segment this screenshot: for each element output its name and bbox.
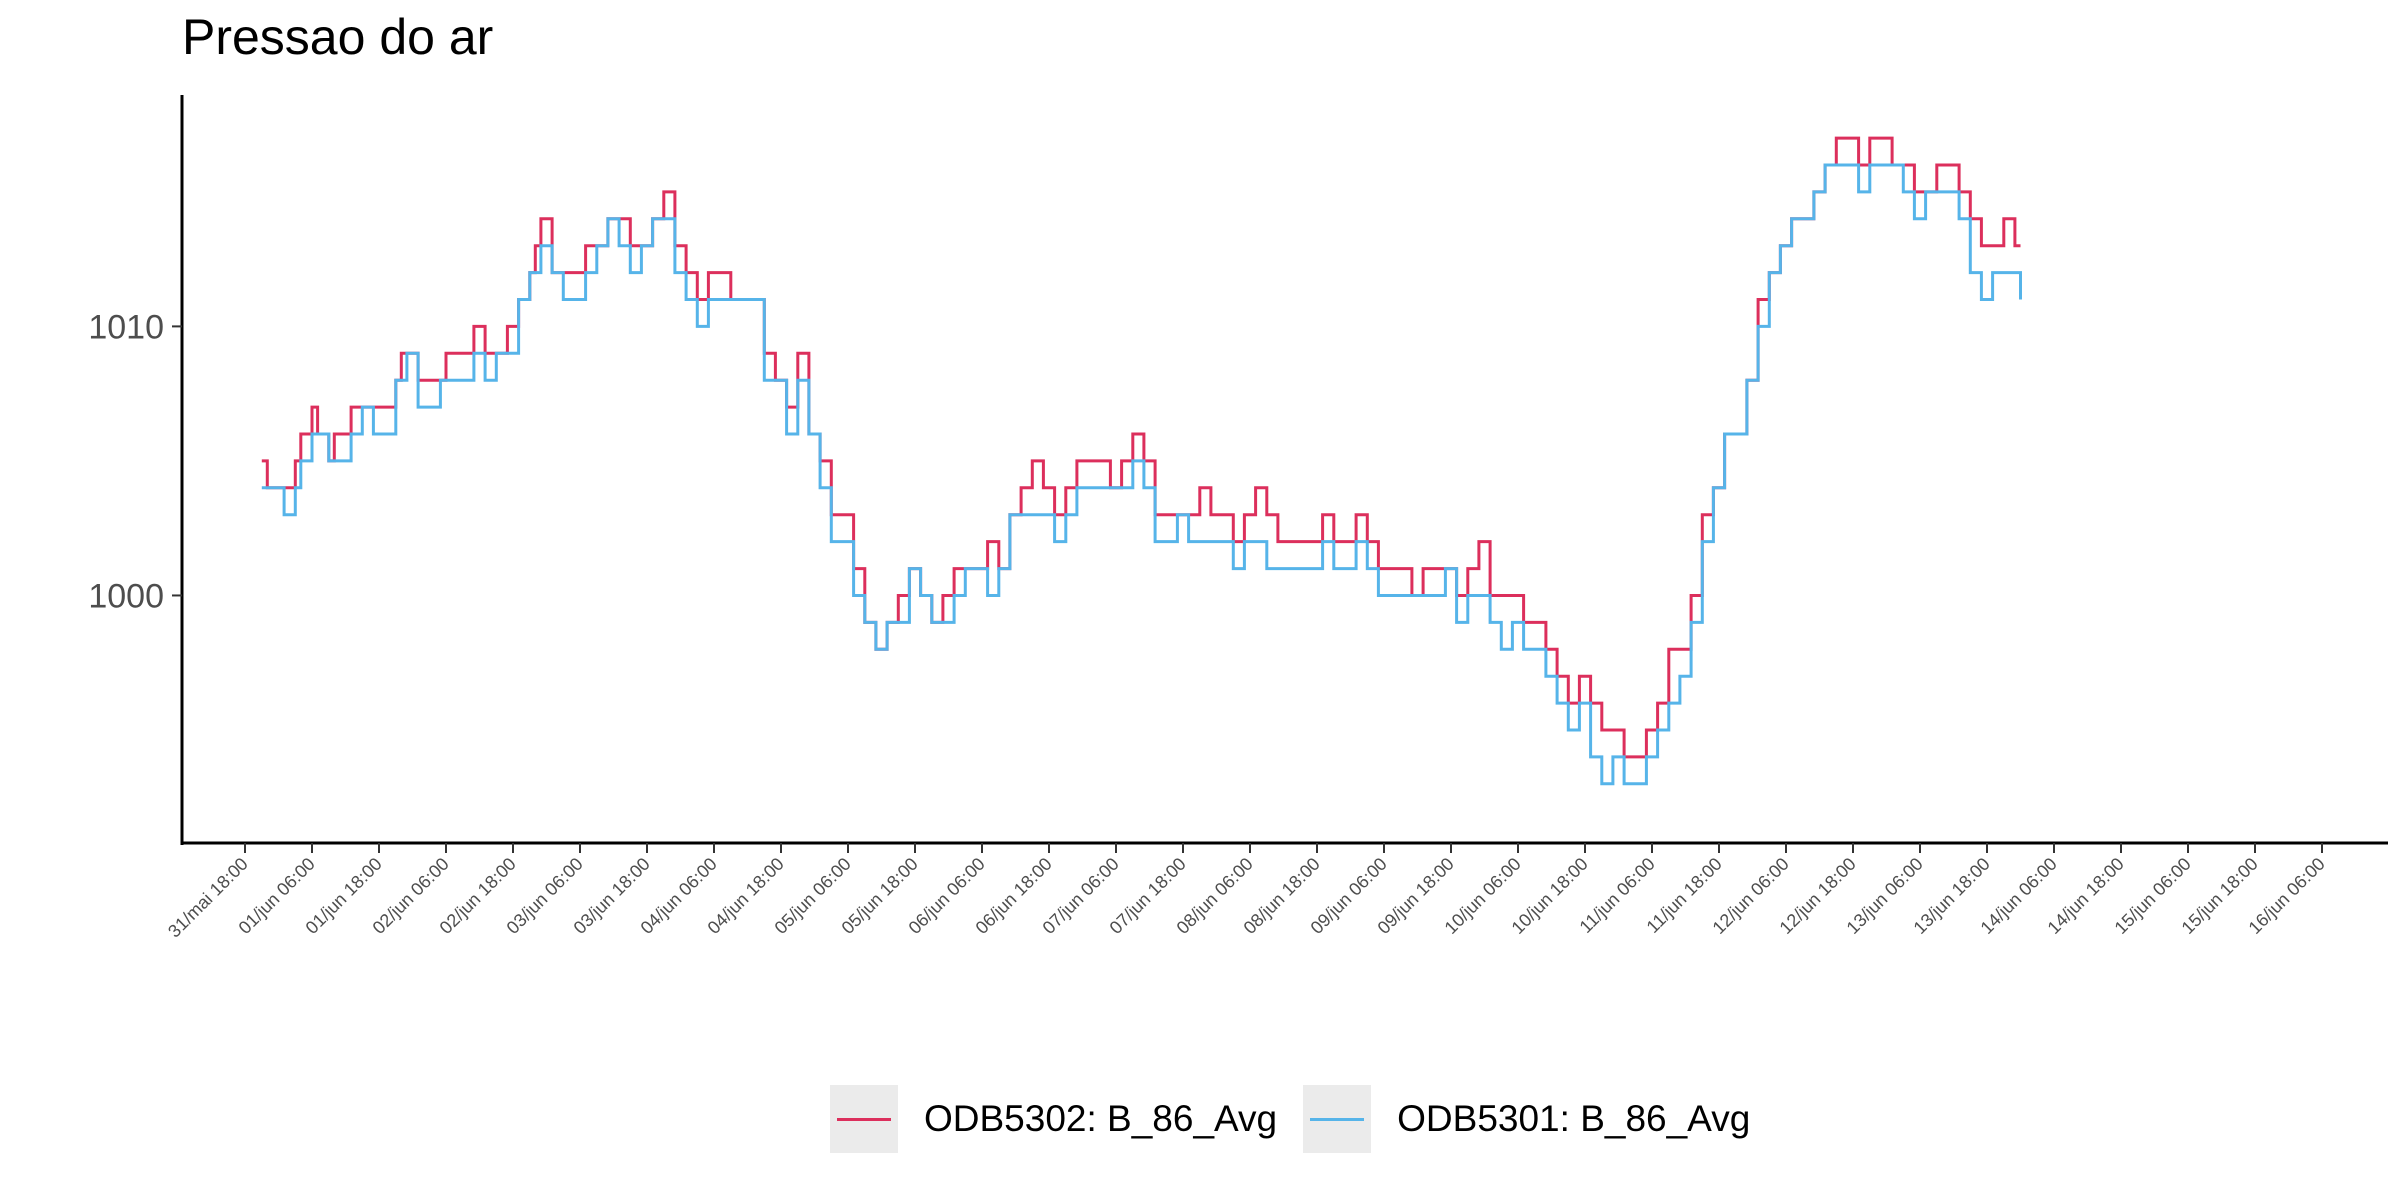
legend-swatch-series-2: [1310, 1118, 1365, 1121]
series-layer: [261, 136, 2022, 786]
legend-label-series-1: ODB5302: B_86_Avg: [924, 1098, 1278, 1139]
legend-key-series-2: [1303, 1085, 1372, 1153]
legend-item-series-2: ODB5301: B_86_Avg: [1303, 1085, 1750, 1153]
legend-swatch-series-1: [837, 1118, 891, 1121]
legend: ODB5302: B_86_Avg ODB5301: B_86_Avg: [830, 1085, 1776, 1153]
y-tick-label: 1010: [88, 308, 164, 346]
legend-key-series-1: [830, 1085, 898, 1153]
legend-item-series-1: ODB5302: B_86_Avg: [830, 1085, 1277, 1153]
y-tick-label: 1000: [88, 577, 164, 615]
legend-label-series-2: ODB5301: B_86_Avg: [1397, 1098, 1751, 1139]
series-line-2: [261, 163, 2022, 786]
chart-title: Pressao do ar: [182, 9, 494, 65]
series-line-1: [261, 136, 2021, 759]
